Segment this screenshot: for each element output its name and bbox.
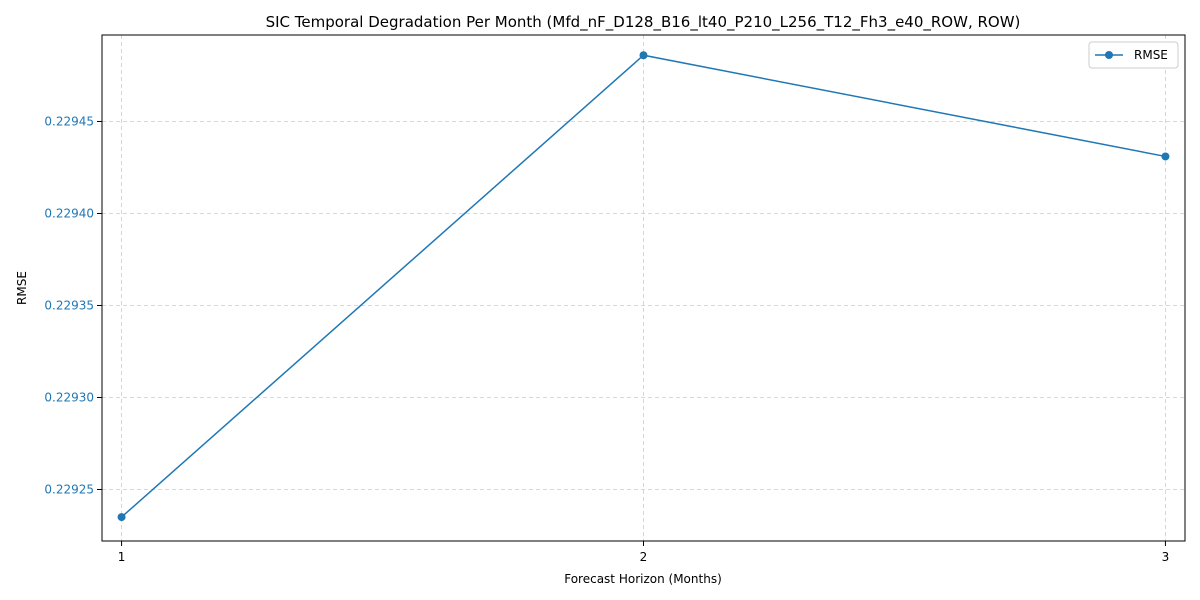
x-tick-label: 1 <box>118 550 126 564</box>
legend-label-rmse: RMSE <box>1134 48 1168 62</box>
data-point <box>639 51 648 60</box>
x-tick-label: 3 <box>1162 550 1170 564</box>
series-line-rmse <box>121 54 1166 518</box>
data-point <box>1161 152 1170 161</box>
data-point <box>117 513 126 522</box>
y-tick-label: 0.22935 <box>44 298 94 312</box>
x-axis-label: Forecast Horizon (Months) <box>564 572 722 586</box>
legend-marker-icon <box>1105 51 1113 59</box>
y-tick-label: 0.22925 <box>44 482 94 496</box>
grid-lines <box>102 35 1185 541</box>
chart-title: SIC Temporal Degradation Per Month (Mfd_… <box>266 13 1021 32</box>
y-tick-label: 0.22940 <box>44 206 94 220</box>
legend-frame <box>1088 41 1179 69</box>
x-axis-ticks: 1 2 3 <box>118 541 1169 564</box>
x-tick-label: 2 <box>640 550 648 564</box>
y-axis-label: RMSE <box>15 271 29 305</box>
legend: RMSE <box>1088 41 1179 69</box>
y-axis-ticks: 0.22925 0.22930 0.22935 0.22940 0.22945 <box>44 114 102 496</box>
series-layer <box>117 51 1170 522</box>
y-tick-label: 0.22945 <box>44 114 94 128</box>
y-tick-label: 0.22930 <box>44 390 94 404</box>
